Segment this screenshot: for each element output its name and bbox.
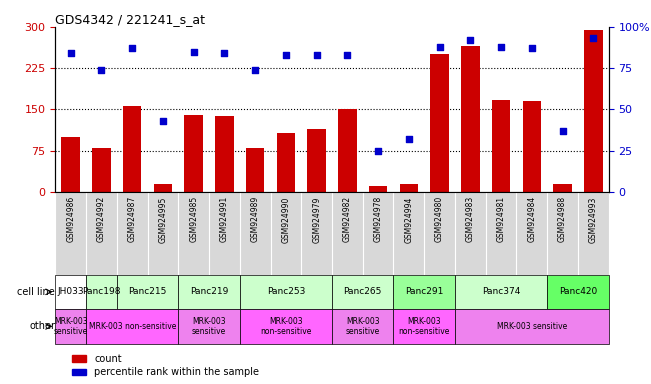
Point [404, 136, 414, 142]
Bar [369, 187, 387, 192]
Text: percentile rank within the sample: percentile rank within the sample [94, 367, 259, 377]
Point [158, 118, 168, 124]
Bar [393, 275, 455, 309]
Text: GSM924985: GSM924985 [189, 196, 198, 242]
Text: GSM924983: GSM924983 [466, 196, 475, 242]
Bar [277, 133, 295, 192]
Text: MRK-003
non-sensitive: MRK-003 non-sensitive [260, 317, 312, 336]
Bar [184, 115, 203, 192]
Bar [92, 148, 111, 192]
Text: GSM924979: GSM924979 [312, 196, 321, 243]
Text: GSM924992: GSM924992 [97, 196, 106, 242]
Text: GSM924991: GSM924991 [220, 196, 229, 242]
Text: count: count [94, 354, 122, 364]
Text: Panc291: Panc291 [405, 287, 443, 296]
Text: GSM924988: GSM924988 [558, 196, 567, 242]
Text: MRK-003
sensitive: MRK-003 sensitive [192, 317, 226, 336]
Text: Panc374: Panc374 [482, 287, 520, 296]
Text: GSM924981: GSM924981 [497, 196, 506, 242]
Text: Panc265: Panc265 [344, 287, 382, 296]
Bar [307, 129, 326, 192]
Bar [55, 309, 86, 344]
Bar [215, 116, 234, 192]
Bar [240, 275, 332, 309]
Text: MRK-003 sensitive: MRK-003 sensitive [497, 322, 567, 331]
Point [465, 37, 475, 43]
Text: MRK-003
sensitive: MRK-003 sensitive [53, 317, 88, 336]
Text: MRK-003
non-sensitive: MRK-003 non-sensitive [398, 317, 450, 336]
Point [281, 52, 291, 58]
Bar [523, 101, 541, 192]
Point [557, 128, 568, 134]
Text: GSM924994: GSM924994 [404, 196, 413, 243]
Text: JH033: JH033 [57, 287, 84, 296]
Bar [178, 275, 240, 309]
Bar [492, 99, 510, 192]
Bar [61, 137, 80, 192]
Bar [393, 309, 455, 344]
Bar [400, 184, 418, 192]
Point [127, 45, 137, 51]
Bar [72, 355, 86, 362]
Bar [86, 275, 117, 309]
Text: GSM924989: GSM924989 [251, 196, 260, 242]
Bar [430, 55, 449, 192]
Point [588, 35, 598, 41]
Text: GSM924986: GSM924986 [66, 196, 76, 242]
Bar [72, 369, 86, 376]
Bar [584, 30, 603, 192]
Bar [553, 184, 572, 192]
Text: Panc420: Panc420 [559, 287, 597, 296]
Point [373, 148, 383, 154]
Bar [547, 275, 609, 309]
Point [66, 50, 76, 56]
Text: GDS4342 / 221241_s_at: GDS4342 / 221241_s_at [55, 13, 205, 26]
Bar [123, 106, 141, 192]
Bar [332, 275, 393, 309]
Text: MRK-003
sensitive: MRK-003 sensitive [346, 317, 380, 336]
Bar [117, 275, 178, 309]
Bar [455, 309, 609, 344]
Bar [461, 46, 480, 192]
Point [342, 52, 353, 58]
Bar [240, 309, 332, 344]
Text: Panc219: Panc219 [190, 287, 229, 296]
Bar [154, 184, 172, 192]
Text: GSM924990: GSM924990 [281, 196, 290, 243]
Text: GSM924993: GSM924993 [589, 196, 598, 243]
Text: Panc215: Panc215 [128, 287, 167, 296]
Bar [55, 275, 86, 309]
Point [189, 49, 199, 55]
Point [434, 44, 445, 50]
Text: GSM924978: GSM924978 [374, 196, 383, 242]
Bar [246, 148, 264, 192]
Text: Panc253: Panc253 [267, 287, 305, 296]
Bar [338, 109, 357, 192]
Text: GSM924980: GSM924980 [435, 196, 444, 242]
Text: GSM924982: GSM924982 [343, 196, 352, 242]
Text: GSM924987: GSM924987 [128, 196, 137, 242]
Bar [86, 309, 178, 344]
Point [496, 44, 506, 50]
Point [219, 50, 230, 56]
Point [311, 52, 322, 58]
Text: GSM924984: GSM924984 [527, 196, 536, 242]
Point [527, 45, 537, 51]
Text: MRK-003 non-sensitive: MRK-003 non-sensitive [89, 322, 176, 331]
Text: Panc198: Panc198 [82, 287, 120, 296]
Bar [178, 309, 240, 344]
Bar [455, 275, 547, 309]
Point [96, 67, 107, 73]
Bar [332, 309, 393, 344]
Text: other: other [29, 321, 55, 331]
Text: GSM924995: GSM924995 [158, 196, 167, 243]
Text: cell line: cell line [18, 287, 55, 297]
Point [250, 67, 260, 73]
